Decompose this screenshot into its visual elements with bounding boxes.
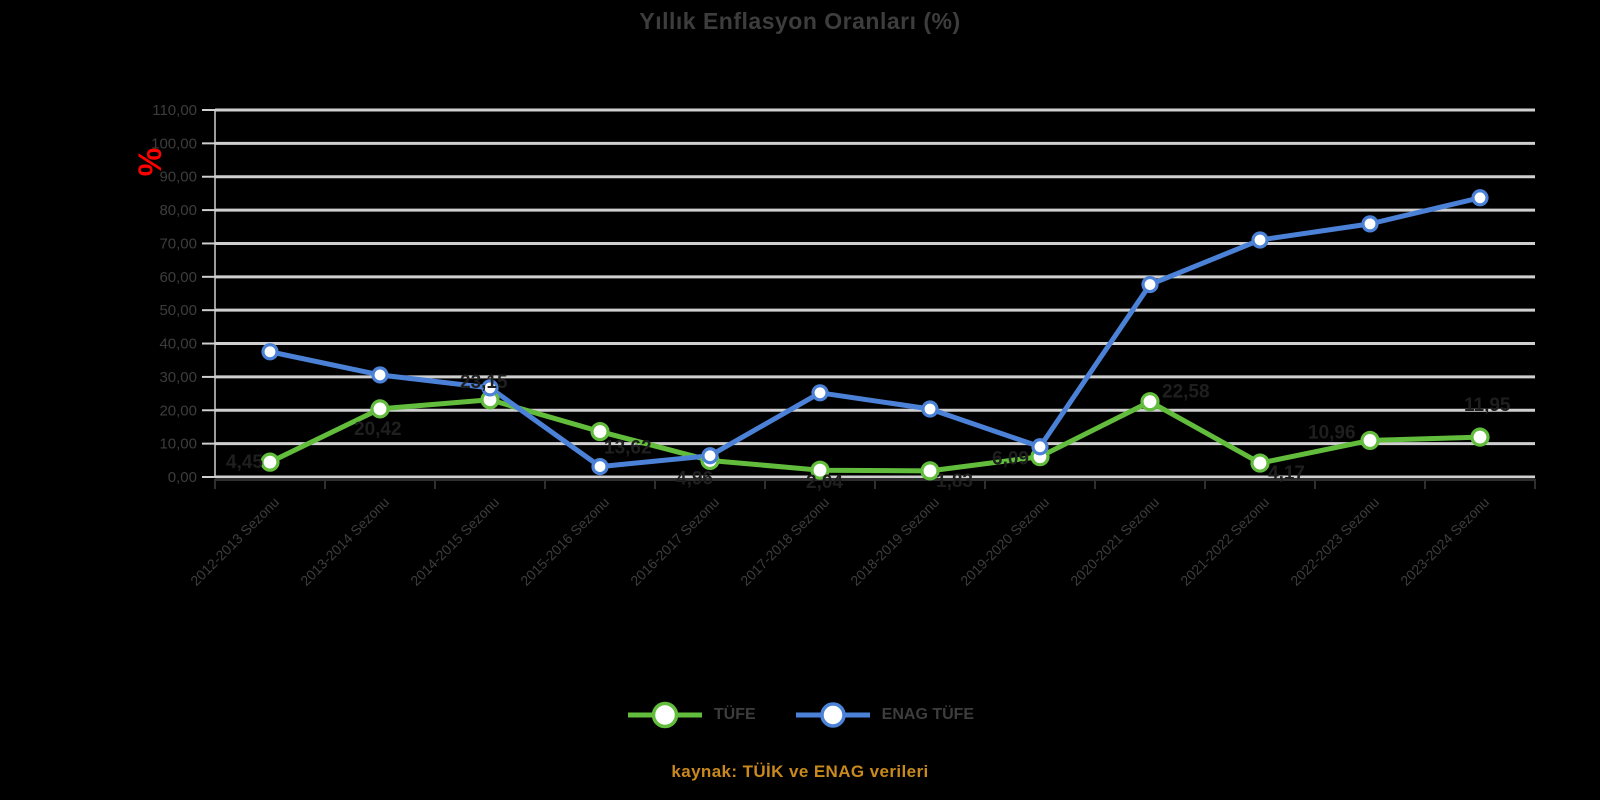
chart-title: Yıllık Enflasyon Oranları (%)	[639, 8, 961, 34]
blue-data-point	[261, 343, 279, 361]
blue-data-point	[481, 379, 499, 397]
x-axis-category-label: 2013-2014 Sezonu	[297, 494, 392, 589]
green-data-point	[810, 460, 830, 480]
legend-item-blue: ENAG TÜFE	[794, 698, 974, 732]
blue-data-point	[1031, 438, 1049, 456]
y-axis-tick-label: 60,00	[159, 269, 197, 286]
data-point-label: 20,42	[354, 419, 402, 440]
data-point-label: 11,95	[1464, 395, 1511, 416]
y-axis-tick-label: 30,00	[159, 369, 197, 386]
green-data-point	[1470, 427, 1490, 447]
y-axis-tick-label: 0,00	[168, 469, 197, 486]
legend: TÜFE ENAG TÜFE	[0, 698, 1600, 732]
y-axis-tick-label: 90,00	[159, 169, 197, 186]
x-axis-category-label: 2022-2023 Sezonu	[1287, 494, 1382, 589]
x-axis-category-label: 2021-2022 Sezonu	[1177, 494, 1272, 589]
green-data-point	[260, 452, 280, 472]
y-axis-tick-label: 70,00	[159, 235, 197, 252]
x-axis-category-label: 2016-2017 Sezonu	[627, 494, 722, 589]
y-axis-tick-label: 100,00	[151, 135, 197, 152]
y-axis-tick-label: 10,00	[159, 436, 197, 453]
x-axis-category-label: 2014-2015 Sezonu	[407, 494, 502, 589]
x-axis-category-label: 2023-2024 Sezonu	[1397, 494, 1492, 589]
data-point-label: 22,58	[1162, 382, 1210, 403]
data-point-label: 4,45	[226, 452, 263, 473]
x-axis-category-label: 2018-2019 Sezonu	[847, 494, 942, 589]
blue-data-point	[1361, 215, 1379, 233]
legend-item-green: TÜFE	[626, 698, 756, 732]
blue-data-point	[1141, 275, 1159, 294]
green-data-point	[1140, 392, 1160, 412]
legend-label-blue: ENAG TÜFE	[881, 706, 975, 723]
data-point-label: 1,83	[936, 471, 973, 492]
green-data-point	[920, 461, 940, 481]
green-data-point	[590, 421, 610, 442]
legend-label-green: TÜFE	[713, 706, 756, 723]
x-axis-category-label: 2020-2021 Sezonu	[1067, 494, 1162, 589]
blue-data-point	[921, 400, 939, 418]
green-series-marker-icon	[627, 701, 702, 729]
x-axis-category-label: 2012-2013 Sezonu	[187, 494, 282, 589]
data-point-label: 6,09	[992, 449, 1029, 470]
data-point-label: 4,17	[1268, 463, 1305, 484]
blue-data-point	[371, 366, 389, 384]
y-axis-tick-label: 110,00	[152, 102, 197, 119]
source-caption: kaynak: TÜİK ve ENAG verileri	[671, 762, 929, 781]
data-point-label: 2,04	[806, 472, 843, 493]
blue-data-point	[811, 384, 829, 402]
y-axis-tick-label: 80,00	[159, 202, 197, 219]
y-axis-tick-label: 20,00	[159, 402, 197, 419]
data-point-label: 10,96	[1308, 422, 1356, 443]
blue-data-point	[1251, 231, 1269, 249]
blue-data-point	[1471, 189, 1489, 207]
x-axis-category-label: 2015-2016 Sezonu	[517, 494, 612, 589]
data-point-label: 4,96	[676, 468, 713, 489]
green-data-point	[1250, 453, 1270, 473]
green-data-point	[1360, 430, 1380, 451]
blue-series-line	[267, 195, 1483, 470]
x-axis-category-label: 2019-2020 Sezonu	[957, 494, 1052, 589]
blue-data-point	[701, 447, 719, 465]
y-axis-tick-label: 40,00	[159, 336, 197, 353]
data-point-label: 23,15	[460, 372, 508, 393]
green-series-line	[267, 397, 1483, 474]
blue-series-marker-icon	[795, 702, 870, 728]
x-axis-category-label: 2017-2018 Sezonu	[737, 494, 832, 589]
y-axis-tick-label: 50,00	[159, 302, 197, 319]
green-data-point	[370, 399, 390, 419]
data-point-label: 13,62	[604, 438, 652, 459]
blue-data-point	[591, 457, 609, 476]
